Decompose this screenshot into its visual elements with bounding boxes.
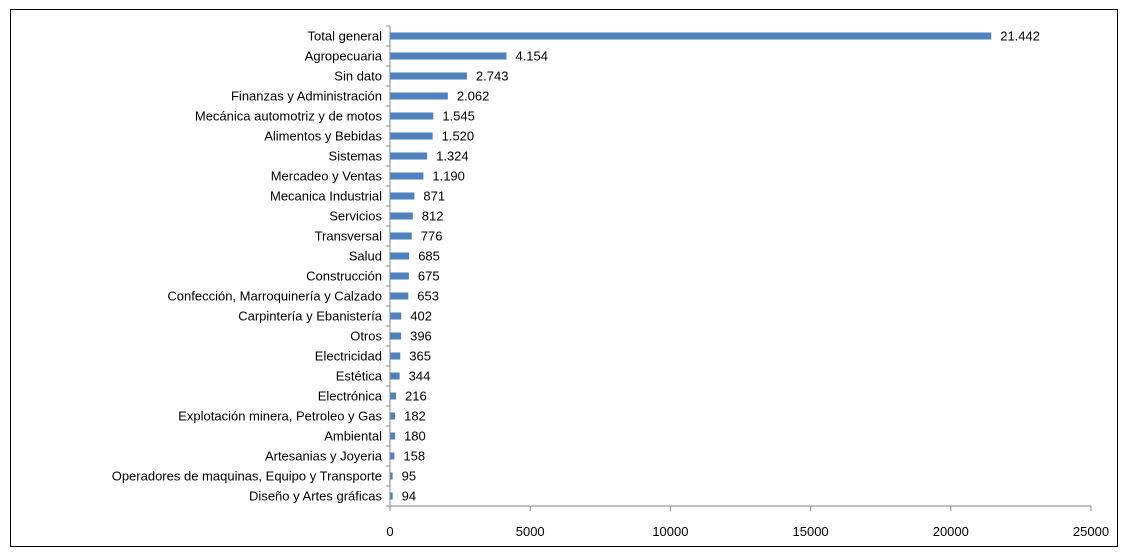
bar bbox=[390, 412, 396, 420]
category-label: Finanzas y Administración bbox=[231, 89, 382, 104]
bar bbox=[390, 472, 393, 480]
bar bbox=[390, 292, 409, 300]
bar bbox=[390, 392, 397, 400]
x-tick-label: 0 bbox=[386, 524, 393, 539]
category-label: Electricidad bbox=[315, 349, 382, 364]
bar bbox=[390, 52, 507, 60]
data-label: 344 bbox=[409, 369, 431, 384]
bar bbox=[390, 352, 401, 360]
category-label: Mecánica automotriz y de motos bbox=[195, 109, 383, 124]
bar bbox=[390, 152, 428, 160]
data-label: 1.520 bbox=[442, 129, 475, 144]
bar bbox=[390, 272, 409, 280]
bar bbox=[390, 172, 424, 180]
data-label: 94 bbox=[402, 489, 416, 504]
bar bbox=[390, 252, 410, 260]
category-label: Diseño y Artes gráficas bbox=[249, 489, 382, 504]
data-label: 158 bbox=[403, 449, 425, 464]
bar bbox=[390, 92, 448, 100]
bar bbox=[390, 32, 992, 40]
data-label: 182 bbox=[404, 409, 426, 424]
data-label: 1.545 bbox=[442, 109, 475, 124]
category-label: Otros bbox=[350, 329, 382, 344]
category-label: Total general bbox=[308, 29, 383, 44]
bar bbox=[390, 492, 393, 500]
data-label: 1.190 bbox=[432, 169, 465, 184]
category-label: Ambiental bbox=[324, 429, 382, 444]
category-label: Mecanica Industrial bbox=[270, 189, 382, 204]
bar bbox=[390, 432, 396, 440]
x-tick-label: 20000 bbox=[933, 524, 969, 539]
bar bbox=[390, 312, 402, 320]
data-label: 2.743 bbox=[476, 69, 509, 84]
data-label: 1.324 bbox=[436, 149, 469, 164]
category-label: Salud bbox=[349, 249, 382, 264]
category-label: Electrónica bbox=[318, 389, 383, 404]
chart-frame bbox=[10, 9, 1118, 547]
x-tick-label: 25000 bbox=[1073, 524, 1109, 539]
data-label: 776 bbox=[421, 229, 443, 244]
data-label: 675 bbox=[418, 269, 440, 284]
data-label: 871 bbox=[423, 189, 445, 204]
data-label: 95 bbox=[402, 469, 416, 484]
bar bbox=[390, 212, 413, 220]
data-label: 653 bbox=[417, 289, 439, 304]
data-label: 2.062 bbox=[457, 89, 490, 104]
data-label: 812 bbox=[422, 209, 444, 224]
x-tick-label: 15000 bbox=[793, 524, 829, 539]
category-label: Servicios bbox=[329, 209, 382, 224]
data-label: 4.154 bbox=[515, 49, 548, 64]
bar bbox=[390, 332, 402, 340]
category-label: Transversal bbox=[315, 229, 383, 244]
data-label: 365 bbox=[409, 349, 431, 364]
category-label: Artesanias y Joyeria bbox=[265, 449, 383, 464]
data-label: 396 bbox=[410, 329, 432, 344]
data-label: 685 bbox=[418, 249, 440, 264]
bar bbox=[390, 232, 412, 240]
category-label: Explotación minera, Petroleo y Gas bbox=[178, 409, 382, 424]
x-tick-label: 5000 bbox=[516, 524, 545, 539]
category-label: Mercadeo y Ventas bbox=[271, 169, 383, 184]
bar bbox=[390, 452, 395, 460]
bar bbox=[390, 192, 415, 200]
bar bbox=[390, 112, 434, 120]
bar bbox=[390, 72, 467, 80]
data-label: 21.442 bbox=[1000, 29, 1040, 44]
category-label: Confección, Marroquinería y Calzado bbox=[167, 289, 382, 304]
data-label: 180 bbox=[404, 429, 426, 444]
bar bbox=[390, 372, 400, 380]
category-label: Estética bbox=[336, 369, 383, 384]
data-label: 402 bbox=[410, 309, 432, 324]
category-label: Carpintería y Ebanistería bbox=[238, 309, 383, 324]
category-label: Sistemas bbox=[329, 149, 383, 164]
category-label: Agropecuaria bbox=[305, 49, 383, 64]
data-label: 216 bbox=[405, 389, 427, 404]
category-label: Sin dato bbox=[334, 69, 382, 84]
category-label: Operadores de maquinas, Equipo y Transpo… bbox=[112, 469, 382, 484]
category-label: Alimentos y Bebidas bbox=[264, 129, 382, 144]
category-label: Construcción bbox=[306, 269, 382, 284]
x-tick-label: 10000 bbox=[652, 524, 688, 539]
bar bbox=[390, 132, 433, 140]
